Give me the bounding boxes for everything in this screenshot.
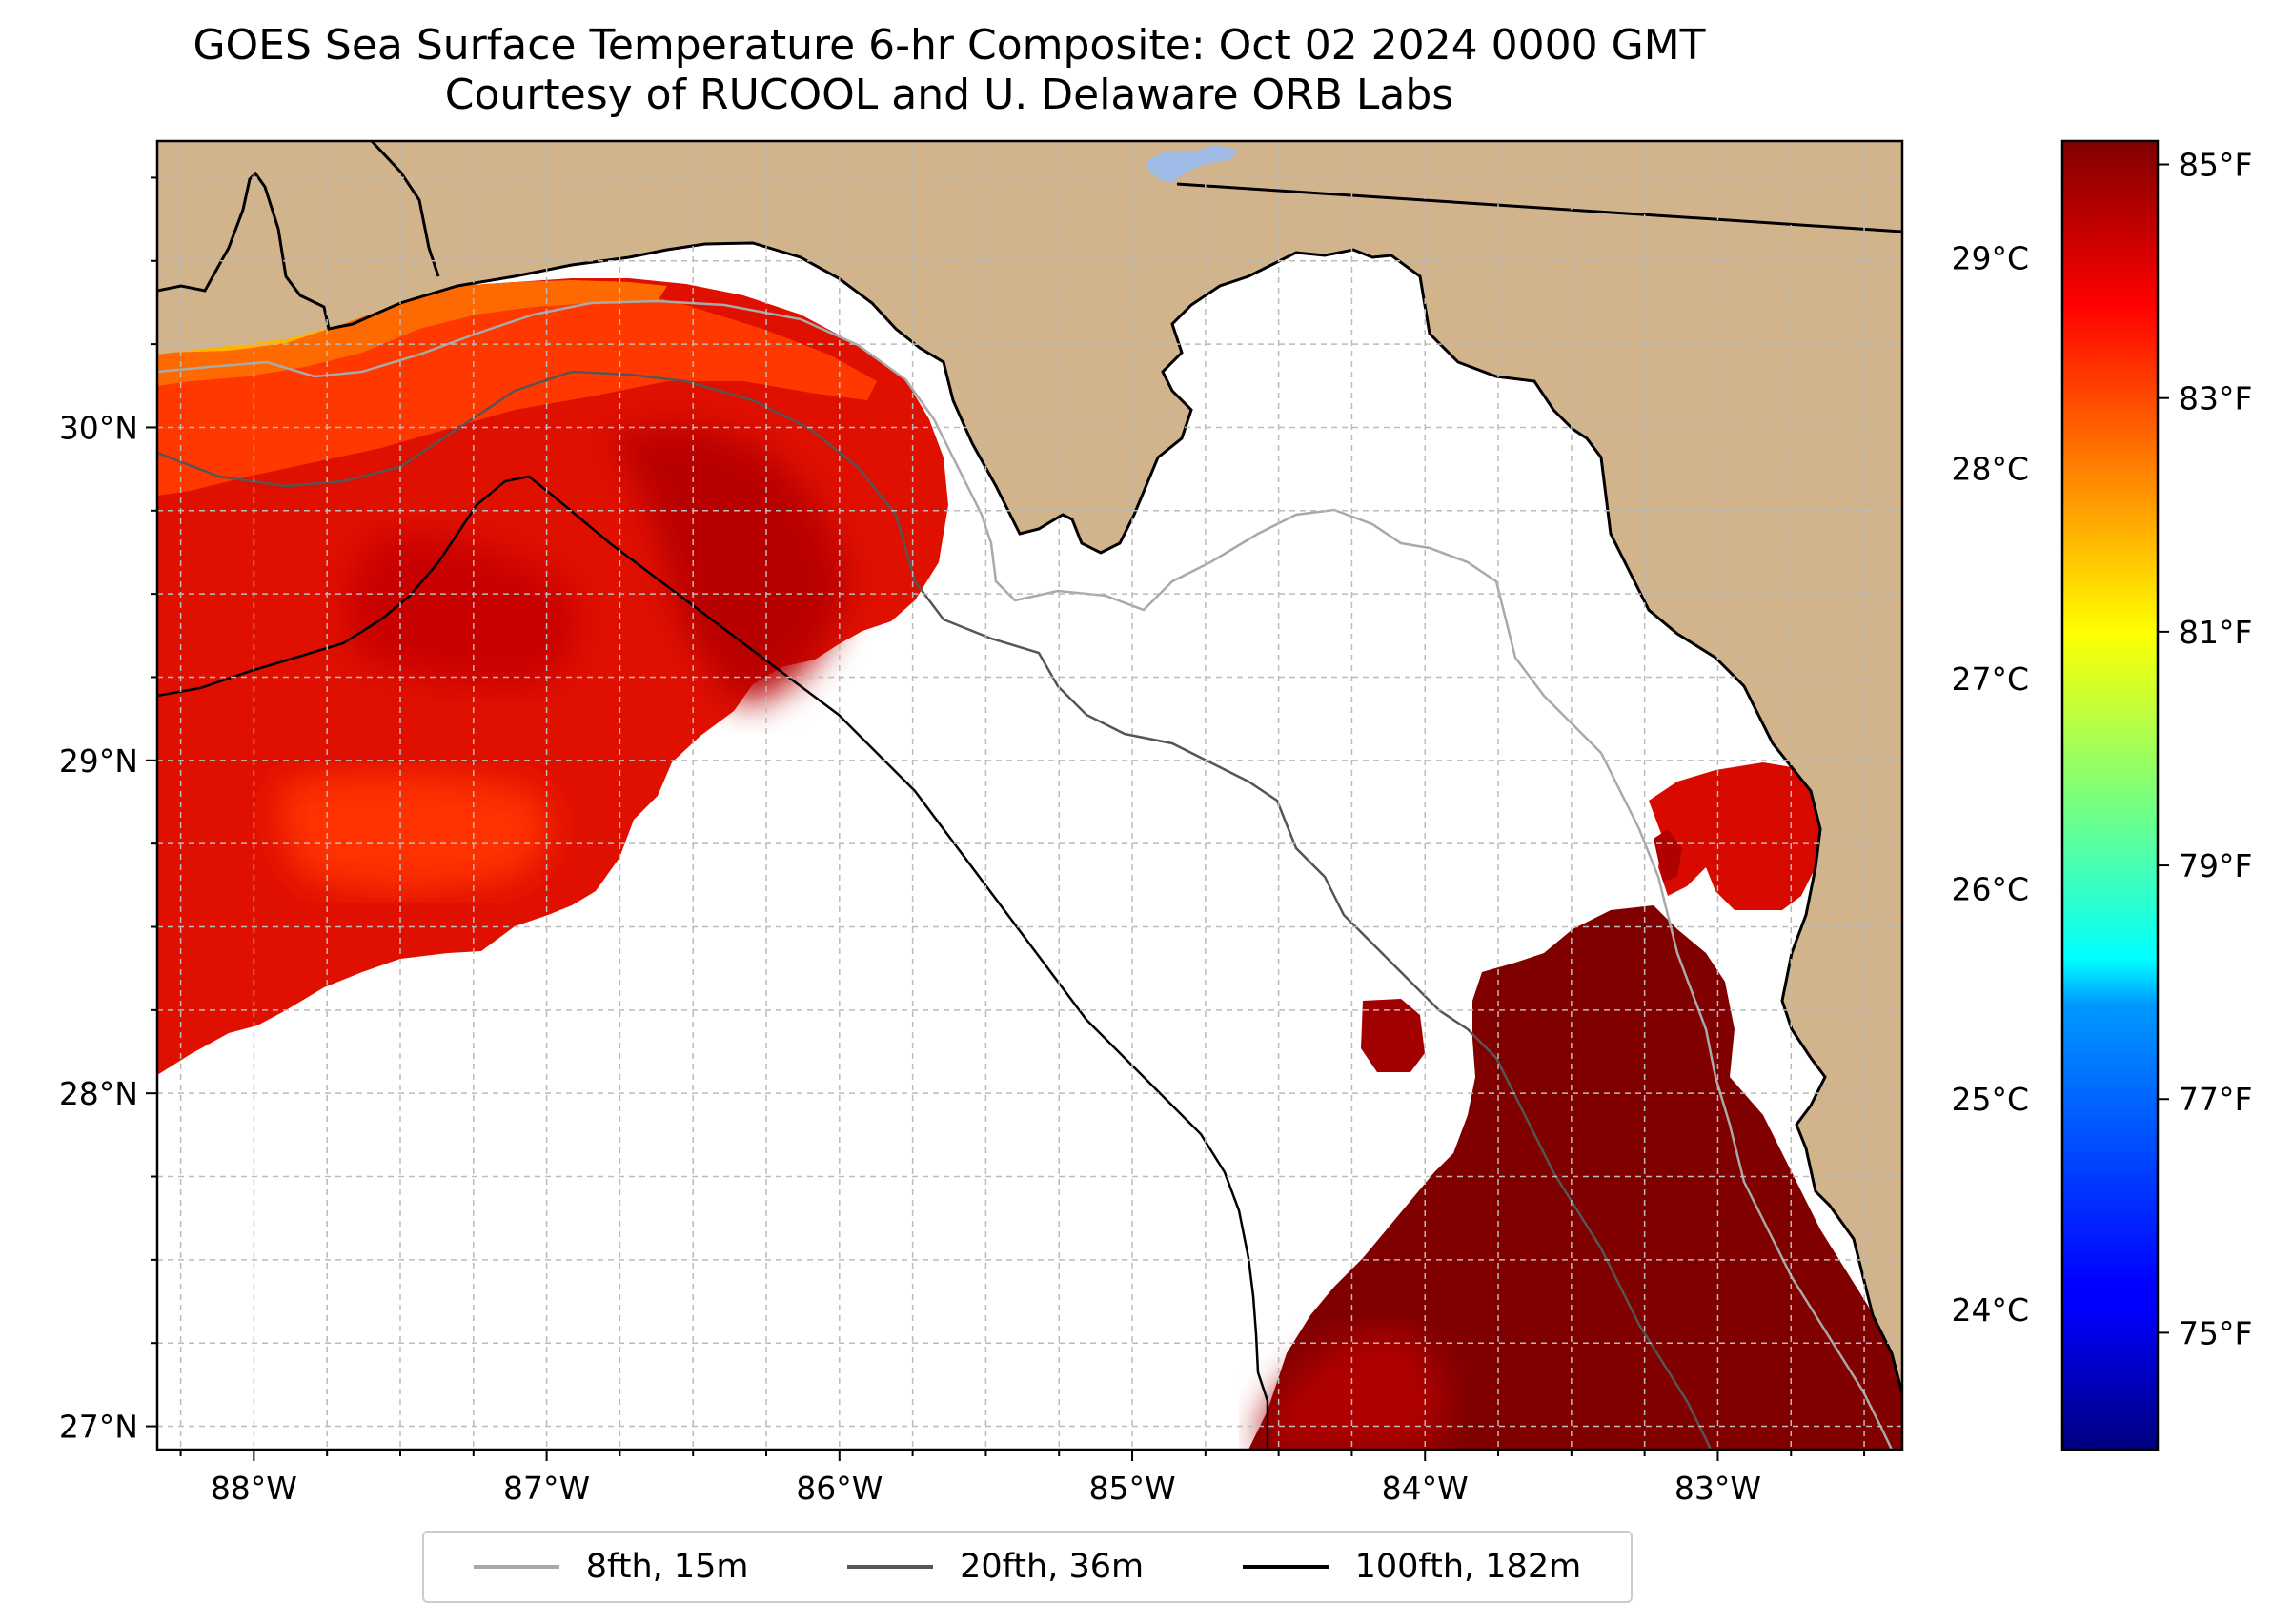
chart-title: GOES Sea Surface Temperature 6-hr Compos…	[0, 21, 1898, 120]
legend-item-100fth: 100fth, 182m	[1242, 1548, 1582, 1586]
fahrenheit-tick-label: 79°F	[2179, 847, 2252, 884]
legend: 8fth, 15m 20fth, 36m 100fth, 182m	[422, 1531, 1633, 1603]
legend-item-8fth: 8fth, 15m	[473, 1548, 749, 1586]
legend-swatch-20fth	[847, 1565, 934, 1569]
legend-swatch-100fth	[1242, 1565, 1329, 1569]
map-frame	[155, 139, 1904, 1451]
title-line-2: Courtesy of RUCOOL and U. Delaware ORB L…	[444, 71, 1454, 119]
lake	[1148, 145, 1239, 183]
legend-swatch-8fth	[473, 1565, 559, 1569]
x-tick-label: 83°W	[1674, 1470, 1761, 1507]
isobath-8fth	[157, 299, 1894, 1450]
colorbar: 24°C 25°C 26°C 27°C 28°C 29°C 75°F 77°F 79°F 81°…	[1951, 139, 2252, 1451]
colorbar-gradient	[2062, 141, 2158, 1450]
celsius-tick-label: 24°C	[1951, 1291, 2029, 1329]
isobath-20fth	[157, 370, 1713, 1450]
fahrenheit-tick-label: 75°F	[2179, 1314, 2252, 1351]
celsius-tick-label: 25°C	[1951, 1081, 2029, 1118]
map-area	[157, 141, 1902, 1450]
legend-label-8fth: 8fth, 15m	[585, 1548, 749, 1586]
fahrenheit-tick-label: 81°F	[2179, 614, 2252, 651]
land-mass	[157, 141, 1902, 1393]
fahrenheit-tick-label: 77°F	[2179, 1081, 2252, 1118]
y-axis: 27°N 28°N 29°N 30°N	[59, 176, 157, 1446]
x-tick-label: 87°W	[503, 1470, 590, 1507]
x-tick-label: 85°W	[1088, 1470, 1175, 1507]
state-border-west	[370, 141, 440, 277]
y-tick-label: 29°N	[59, 742, 138, 780]
fahrenheit-tick-label: 85°F	[2179, 147, 2252, 184]
legend-label-20fth: 20fth, 36m	[960, 1548, 1145, 1586]
colorbar-fahrenheit-ticks: 75°F 77°F 79°F 81°F 83°F 85°F	[2158, 147, 2252, 1351]
celsius-tick-label: 27°C	[1951, 660, 2029, 698]
celsius-tick-label: 26°C	[1951, 871, 2029, 908]
x-tick-label: 86°W	[796, 1470, 883, 1507]
x-tick-label: 88°W	[211, 1470, 297, 1507]
x-tick-label: 84°W	[1382, 1470, 1469, 1507]
fahrenheit-tick-label: 83°F	[2179, 380, 2252, 417]
isobath-100fth	[157, 475, 1269, 1450]
state-border	[1176, 182, 1902, 233]
legend-label-100fth: 100fth, 182m	[1354, 1548, 1582, 1586]
colorbar-frame	[2060, 139, 2160, 1451]
y-tick-label: 30°N	[59, 409, 138, 446]
coastline	[157, 171, 1902, 1394]
celsius-tick-label: 29°C	[1951, 240, 2029, 277]
y-tick-label: 27°N	[59, 1409, 138, 1446]
celsius-tick-label: 28°C	[1951, 450, 2029, 487]
title-line-1: GOES Sea Surface Temperature 6-hr Compos…	[193, 21, 1706, 70]
grid-lines	[157, 141, 1902, 1450]
colorbar-celsius-ticks: 24°C 25°C 26°C 27°C 28°C 29°C	[1951, 240, 2029, 1329]
x-axis: 88°W 87°W 86°W 85°W 84°W 83°W	[179, 1450, 1866, 1507]
y-tick-label: 28°N	[59, 1075, 138, 1112]
legend-item-20fth: 20fth, 36m	[847, 1548, 1144, 1586]
